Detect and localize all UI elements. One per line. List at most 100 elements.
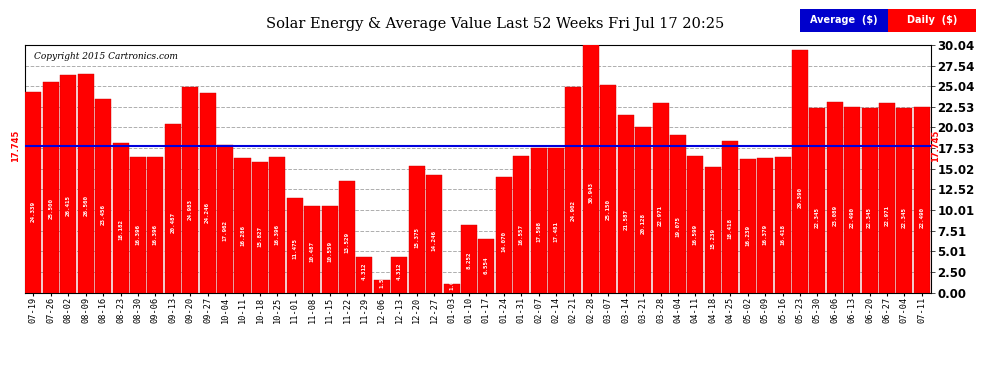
Text: 17.481: 17.481 — [553, 221, 558, 242]
Text: 22.345: 22.345 — [867, 207, 872, 228]
Text: 16.396: 16.396 — [136, 224, 141, 245]
Bar — [269, 158, 285, 292]
Text: 24.902: 24.902 — [571, 200, 576, 221]
Bar — [391, 257, 407, 292]
Text: 8.252: 8.252 — [466, 251, 471, 269]
Bar — [861, 108, 878, 292]
Bar — [548, 148, 564, 292]
Bar — [583, 38, 599, 292]
Text: 24.983: 24.983 — [188, 200, 193, 220]
Text: 16.557: 16.557 — [519, 224, 524, 245]
Text: 4.312: 4.312 — [397, 262, 402, 280]
Text: 14.246: 14.246 — [432, 230, 437, 251]
Text: 24.339: 24.339 — [31, 201, 36, 222]
Text: 18.182: 18.182 — [118, 219, 123, 240]
Text: 17.745: 17.745 — [931, 130, 940, 162]
Bar — [95, 99, 111, 292]
Bar — [879, 103, 895, 292]
Bar — [827, 102, 842, 292]
Bar — [531, 147, 546, 292]
Bar — [740, 159, 755, 292]
Bar — [810, 108, 826, 292]
Bar — [426, 175, 443, 292]
Text: 18.418: 18.418 — [728, 218, 733, 239]
Bar — [565, 87, 581, 292]
Text: 16.286: 16.286 — [240, 225, 245, 246]
Text: 26.415: 26.415 — [65, 195, 71, 216]
Bar — [235, 158, 250, 292]
Text: 6.554: 6.554 — [484, 256, 489, 274]
Bar — [251, 162, 268, 292]
Text: 22.490: 22.490 — [920, 207, 925, 228]
Bar — [60, 75, 76, 292]
Bar — [322, 206, 338, 292]
Text: 22.490: 22.490 — [849, 207, 854, 228]
Text: 25.500: 25.500 — [49, 198, 53, 219]
Text: 21.587: 21.587 — [624, 209, 629, 230]
Bar — [670, 135, 686, 292]
Bar — [652, 103, 668, 292]
Bar — [723, 141, 739, 292]
Text: 16.396: 16.396 — [275, 224, 280, 245]
Text: 24.246: 24.246 — [205, 202, 210, 223]
Text: 15.827: 15.827 — [257, 226, 262, 247]
Text: 10.559: 10.559 — [327, 241, 332, 262]
Text: Daily  ($): Daily ($) — [907, 15, 957, 25]
Text: 11.475: 11.475 — [292, 238, 297, 260]
Text: Average  ($): Average ($) — [810, 15, 878, 25]
Bar — [374, 280, 390, 292]
Text: 10.487: 10.487 — [310, 241, 315, 262]
Bar — [897, 108, 913, 292]
Bar — [182, 87, 198, 292]
Text: 20.487: 20.487 — [170, 212, 175, 233]
Text: 17.598: 17.598 — [537, 221, 542, 242]
Text: 1.006: 1.006 — [449, 272, 454, 290]
Text: 14.070: 14.070 — [501, 231, 506, 252]
Text: 20.128: 20.128 — [641, 213, 645, 234]
Bar — [113, 143, 129, 292]
Bar — [636, 127, 651, 292]
Bar — [844, 107, 860, 292]
Bar — [461, 225, 477, 292]
Text: Copyright 2015 Cartronics.com: Copyright 2015 Cartronics.com — [34, 53, 177, 62]
Bar — [77, 74, 94, 292]
Text: 22.345: 22.345 — [902, 207, 907, 228]
Bar — [478, 238, 494, 292]
Bar — [200, 93, 216, 292]
Text: 16.239: 16.239 — [745, 225, 750, 246]
Bar — [304, 206, 320, 292]
Bar — [914, 107, 930, 292]
Text: 19.075: 19.075 — [675, 216, 680, 237]
Bar — [26, 92, 42, 292]
Text: 17.745: 17.745 — [11, 130, 20, 162]
Bar — [148, 158, 163, 292]
Bar — [43, 82, 58, 292]
Bar — [339, 181, 355, 292]
Text: 15.239: 15.239 — [711, 228, 716, 249]
Text: 13.529: 13.529 — [345, 232, 349, 254]
Text: 16.418: 16.418 — [780, 224, 785, 245]
FancyBboxPatch shape — [888, 9, 976, 32]
Bar — [513, 156, 530, 292]
Bar — [130, 158, 146, 292]
Text: 23.089: 23.089 — [833, 205, 838, 226]
Text: 29.390: 29.390 — [798, 187, 803, 208]
Bar — [287, 198, 303, 292]
FancyBboxPatch shape — [800, 9, 888, 32]
Bar — [705, 167, 721, 292]
Bar — [409, 166, 425, 292]
Bar — [600, 85, 617, 292]
Bar — [217, 144, 233, 292]
Text: 26.560: 26.560 — [83, 195, 88, 216]
Text: 16.396: 16.396 — [152, 224, 157, 245]
Bar — [687, 156, 704, 292]
Bar — [792, 50, 808, 292]
Bar — [618, 115, 634, 292]
Text: 16.599: 16.599 — [693, 224, 698, 245]
Text: 22.971: 22.971 — [884, 205, 890, 226]
Text: 25.150: 25.150 — [606, 199, 611, 220]
Text: 22.971: 22.971 — [658, 205, 663, 226]
Text: 23.456: 23.456 — [101, 204, 106, 225]
Bar — [774, 157, 791, 292]
Text: 16.379: 16.379 — [762, 224, 767, 245]
